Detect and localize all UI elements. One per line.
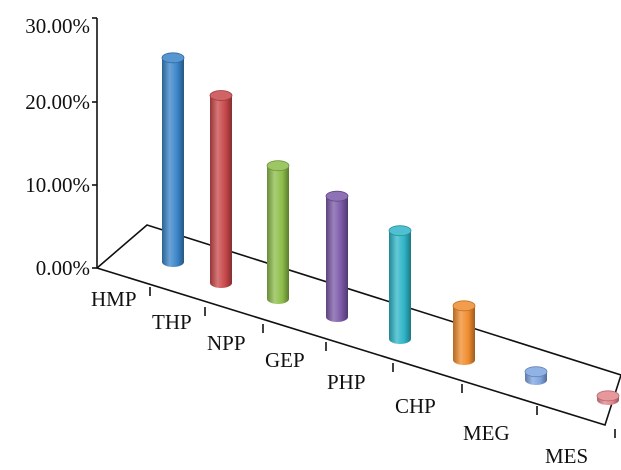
bar-top-php xyxy=(388,225,412,237)
bar-top-mes xyxy=(596,390,620,402)
bar-body-php xyxy=(389,230,411,344)
bar-thp xyxy=(209,90,233,288)
bar-chp xyxy=(452,300,476,365)
bar-top-hmp xyxy=(161,52,185,64)
category-label-gep: GEP xyxy=(265,348,305,372)
bar-body-thp xyxy=(210,95,232,288)
bar-top-thp xyxy=(209,90,233,101)
category-label-chp: CHP xyxy=(395,394,436,418)
bar-body-hmp xyxy=(162,57,184,268)
category-label-meg: MEG xyxy=(463,421,510,445)
bar-body-gep xyxy=(326,196,348,322)
y-tick-label-30: 30.00% xyxy=(25,14,90,38)
y-tick-label-20: 20.00% xyxy=(25,90,90,114)
category-label-thp: THP xyxy=(152,310,192,334)
category-label-hmp: HMP xyxy=(91,287,137,311)
bar-top-npp xyxy=(266,160,290,172)
category-label-php: PHP xyxy=(327,370,366,394)
bar-mes xyxy=(596,390,620,405)
category-label-mes: MES xyxy=(545,444,588,468)
bar-meg xyxy=(524,366,548,385)
floor-plane xyxy=(95,224,621,426)
bar-php xyxy=(388,225,412,344)
x-axis-ticks xyxy=(149,287,616,438)
bar-body-chp xyxy=(453,305,475,365)
y-tick-label-0: 0.00% xyxy=(36,256,90,280)
bar-npp xyxy=(266,160,290,304)
bar-series xyxy=(161,52,620,405)
bar-body-npp xyxy=(267,165,289,304)
category-label-npp: NPP xyxy=(207,331,246,355)
bar-top-chp xyxy=(452,300,476,312)
bar-top-gep xyxy=(325,190,349,202)
y-tick-label-10: 10.00% xyxy=(25,173,90,197)
bar-hmp xyxy=(161,52,185,268)
bar-gep xyxy=(325,190,349,322)
bar-top-meg xyxy=(524,366,548,378)
